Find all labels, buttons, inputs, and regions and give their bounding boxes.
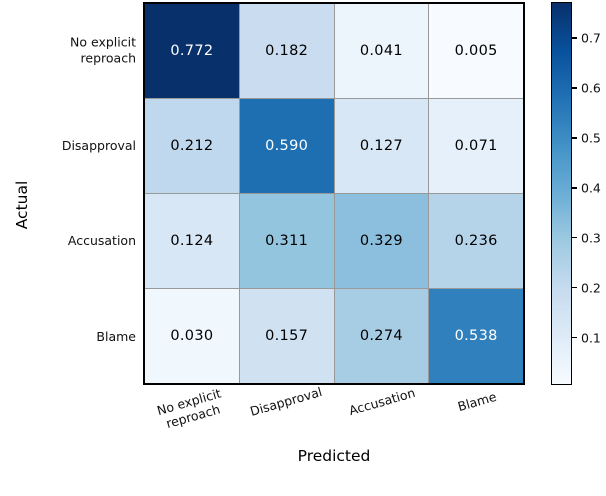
heatmap-cell: 0.182: [239, 4, 334, 98]
colorbar-tick-label: 0.2: [581, 280, 601, 296]
heatmap-cell: 0.212: [145, 99, 239, 193]
cell-value: 0.182: [265, 43, 309, 59]
colorbar-tick-mark: [572, 187, 577, 189]
cell-value: 0.041: [359, 43, 403, 59]
heatmap-cell: 0.772: [145, 4, 239, 98]
colorbar: [551, 2, 572, 385]
heatmap-cell: 0.590: [239, 99, 334, 193]
y-tick-label: Blame: [96, 329, 136, 345]
heatmap-cell: 0.127: [334, 99, 429, 193]
cell-value: 0.311: [265, 233, 309, 249]
cell-value: 0.030: [170, 328, 214, 344]
cell-value: 0.127: [359, 138, 403, 154]
cell-value: 0.071: [454, 138, 498, 154]
colorbar-tick-label: 0.1: [581, 330, 601, 346]
heatmap-cell: 0.041: [334, 4, 429, 98]
colorbar-tick-mark: [572, 87, 577, 89]
heatmap-cell: 0.124: [145, 194, 239, 288]
heatmap-cell: 0.274: [334, 289, 429, 383]
heatmap-cell: 0.236: [429, 194, 523, 288]
cell-value: 0.590: [265, 138, 309, 154]
colorbar-tick-mark: [572, 236, 577, 239]
heatmap-cell: 0.030: [145, 289, 239, 383]
colorbar-tick-mark: [572, 37, 577, 39]
y-tick-label: No explicit reproach: [70, 34, 136, 65]
x-tick-label: Blame: [456, 388, 499, 415]
heatmap-grid: 0.772 0.182 0.041 0.005 0.212 0.590 0.127 0.071…: [143, 2, 525, 385]
colorbar-tick-label: 0.4: [581, 180, 601, 196]
cell-value: 0.329: [359, 233, 403, 249]
x-tick-label: Accusation: [346, 384, 417, 419]
y-tick-label: Disapproval: [61, 137, 136, 153]
heatmap-cell: 0.071: [429, 99, 523, 193]
cell-value: 0.274: [359, 328, 403, 344]
x-tick-label: No explicit reproach: [154, 385, 223, 432]
heatmap-cell: 0.311: [239, 194, 334, 288]
cell-value: 0.538: [454, 328, 498, 344]
colorbar-tick-label: 0.5: [581, 130, 601, 146]
cell-value: 0.212: [170, 138, 214, 154]
colorbar-tick-mark: [572, 137, 577, 139]
x-tick-label: Disapproval: [248, 384, 324, 419]
cell-value: 0.772: [170, 43, 214, 59]
colorbar-tick-label: 0.3: [581, 230, 601, 246]
heatmap-cell: 0.329: [334, 194, 429, 288]
colorbar-tick-mark: [572, 336, 577, 339]
cell-value: 0.236: [454, 233, 498, 249]
colorbar-tick-label: 0.7: [581, 30, 601, 46]
colorbar-tick-mark: [572, 286, 577, 289]
cell-value: 0.124: [170, 233, 214, 249]
cell-value: 0.005: [454, 43, 498, 59]
y-axis-title: Actual: [13, 180, 31, 230]
heatmap-cell: 0.538: [429, 289, 523, 383]
x-axis-title: Predicted: [297, 447, 371, 465]
heatmap-cell: 0.157: [239, 289, 334, 383]
y-tick-label: Accusation: [67, 233, 136, 249]
heatmap-cell: 0.005: [429, 4, 523, 98]
cell-value: 0.157: [265, 328, 309, 344]
colorbar-tick-label: 0.6: [581, 80, 601, 96]
